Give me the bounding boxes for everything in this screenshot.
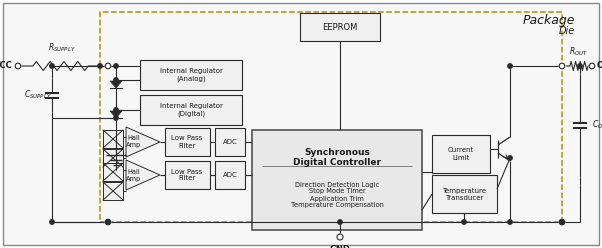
Text: $C_{OUT}$: $C_{OUT}$ — [592, 119, 602, 131]
Circle shape — [114, 108, 118, 112]
Circle shape — [114, 116, 118, 120]
Circle shape — [105, 219, 111, 225]
Bar — [140, 60, 242, 90]
Circle shape — [462, 220, 466, 224]
Circle shape — [50, 220, 54, 224]
Bar — [140, 95, 242, 125]
Text: $C_{SUPPLY}$: $C_{SUPPLY}$ — [24, 89, 52, 101]
Text: ADC: ADC — [223, 139, 237, 145]
Text: Temperature
Transducer: Temperature Transducer — [442, 187, 486, 200]
Circle shape — [589, 63, 595, 69]
Circle shape — [559, 63, 565, 69]
Text: EEPROM: EEPROM — [322, 23, 358, 31]
Bar — [165, 128, 210, 156]
Text: Synchronous
Digital Controller: Synchronous Digital Controller — [293, 148, 381, 167]
Circle shape — [98, 64, 102, 68]
Text: Low Pass
Filter: Low Pass Filter — [172, 135, 203, 149]
Bar — [252, 130, 422, 230]
Circle shape — [578, 64, 582, 68]
Circle shape — [508, 156, 512, 160]
Bar — [103, 130, 123, 148]
Bar — [215, 128, 245, 156]
Bar — [165, 161, 210, 189]
Text: Internal Regulator
(Analog): Internal Regulator (Analog) — [160, 68, 222, 82]
Circle shape — [105, 63, 111, 69]
Circle shape — [508, 64, 512, 68]
Text: Hall
Amp: Hall Amp — [126, 168, 141, 182]
Bar — [100, 12, 562, 222]
Text: Current
Limit: Current Limit — [448, 148, 474, 160]
Polygon shape — [110, 81, 122, 88]
Circle shape — [508, 220, 512, 224]
Circle shape — [106, 220, 110, 224]
Text: Hall
Amp: Hall Amp — [126, 135, 141, 149]
Text: Die: Die — [559, 26, 575, 36]
Bar — [103, 163, 123, 181]
Circle shape — [15, 63, 21, 69]
Bar — [215, 161, 245, 189]
Text: Package: Package — [523, 14, 575, 27]
Polygon shape — [126, 160, 160, 190]
Circle shape — [337, 234, 343, 240]
Text: VCC: VCC — [0, 62, 13, 70]
Circle shape — [559, 219, 565, 225]
Bar — [300, 13, 380, 41]
Text: OUT: OUT — [597, 62, 602, 70]
Text: $R_{SUPPLY}$: $R_{SUPPLY}$ — [48, 41, 76, 54]
Bar — [103, 149, 123, 167]
Polygon shape — [126, 127, 160, 157]
Text: $R_{OUT}$: $R_{OUT}$ — [569, 45, 589, 58]
Text: ADC: ADC — [223, 172, 237, 178]
Bar — [432, 175, 497, 213]
Circle shape — [560, 220, 564, 224]
Circle shape — [338, 220, 342, 224]
Text: Low Pass
Filter: Low Pass Filter — [172, 168, 203, 182]
Polygon shape — [110, 111, 122, 118]
Circle shape — [114, 64, 118, 68]
Circle shape — [114, 78, 118, 82]
Text: Direction Detection Logic
Stop Mode Timer
Application Trim
Temperature Compensat: Direction Detection Logic Stop Mode Time… — [291, 182, 383, 209]
Text: GND: GND — [329, 245, 350, 248]
Bar — [103, 182, 123, 200]
Circle shape — [50, 64, 54, 68]
Bar — [432, 135, 490, 173]
Text: Internal Regulator
(Digital): Internal Regulator (Digital) — [160, 103, 222, 117]
